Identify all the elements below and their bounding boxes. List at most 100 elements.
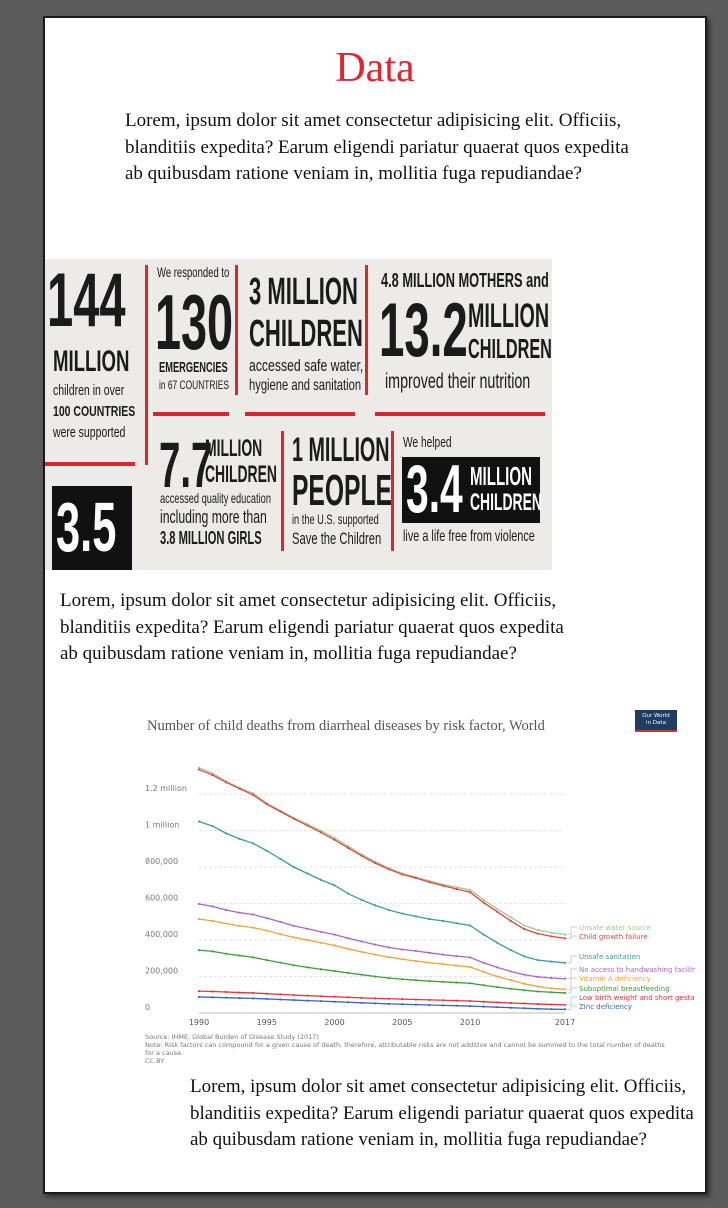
stat-7-7-label2: CHILDREN bbox=[205, 461, 277, 488]
data-point bbox=[211, 919, 214, 923]
x-tick-label: 1990 bbox=[189, 1018, 209, 1027]
data-point bbox=[455, 1004, 458, 1007]
data-point bbox=[292, 866, 295, 869]
data-point bbox=[482, 898, 485, 902]
data-point bbox=[319, 829, 323, 832]
series-line bbox=[198, 949, 566, 994]
data-point bbox=[374, 953, 377, 956]
data-point bbox=[238, 787, 241, 790]
data-point bbox=[279, 998, 282, 1001]
legend-connector bbox=[567, 977, 577, 990]
data-point bbox=[292, 817, 295, 820]
data-point bbox=[347, 846, 350, 850]
stat-1m-text2: Save the Children bbox=[292, 529, 382, 548]
data-point bbox=[238, 924, 241, 927]
x-tick-label: 2010 bbox=[460, 1018, 480, 1027]
data-point bbox=[401, 958, 404, 961]
data-point bbox=[563, 961, 567, 964]
data-point bbox=[482, 961, 485, 964]
data-point bbox=[360, 950, 363, 954]
data-point bbox=[482, 901, 485, 904]
stat-7-7-line1: accessed quality education bbox=[160, 490, 271, 506]
data-point bbox=[523, 1002, 526, 1005]
red-vertical-divider bbox=[235, 265, 238, 395]
data-point bbox=[496, 941, 499, 944]
data-point bbox=[523, 982, 526, 985]
stat-144-line1: children in over bbox=[53, 382, 125, 399]
data-point bbox=[428, 1003, 431, 1007]
data-point bbox=[482, 970, 485, 974]
data-point bbox=[360, 854, 363, 857]
data-point bbox=[225, 952, 228, 955]
stat-144-label: MILLION bbox=[53, 345, 130, 378]
data-point bbox=[482, 984, 485, 987]
data-point bbox=[211, 772, 214, 775]
data-point bbox=[441, 980, 445, 983]
data-point bbox=[265, 959, 268, 962]
series-line bbox=[198, 996, 566, 1011]
stat-1m-line1: 1 MILLION bbox=[292, 431, 390, 469]
data-point bbox=[333, 944, 336, 947]
x-tick-label: 1995 bbox=[257, 1018, 277, 1027]
data-point bbox=[496, 966, 499, 969]
stat-7-7-label1: MILLION bbox=[205, 435, 263, 462]
data-point bbox=[238, 996, 241, 1000]
chart-source-text: Source: IHME, Global Burden of Disease S… bbox=[145, 1033, 319, 1041]
data-point bbox=[401, 873, 404, 876]
stat-13-2-label1: MILLION bbox=[468, 297, 550, 335]
x-tick-label: 2005 bbox=[392, 1018, 412, 1027]
data-point bbox=[197, 995, 201, 999]
data-point bbox=[265, 803, 268, 806]
data-point bbox=[550, 935, 553, 938]
data-point bbox=[319, 1000, 323, 1003]
data-point bbox=[550, 976, 553, 980]
data-point bbox=[292, 964, 295, 967]
data-point bbox=[482, 933, 485, 936]
chart-svg: Number of child deaths from diarrheal di… bbox=[145, 718, 695, 1027]
legend-label: No access to handwashing facility bbox=[579, 966, 695, 974]
red-vertical-divider bbox=[281, 431, 284, 551]
data-point bbox=[387, 997, 390, 1000]
data-point bbox=[509, 1001, 512, 1005]
stat-130-sub: in 67 COUNTRIES bbox=[159, 378, 230, 392]
data-point bbox=[279, 810, 282, 813]
legend-label: Suboptimal breastfeeding bbox=[579, 985, 670, 993]
data-point bbox=[563, 937, 567, 940]
stat-13-2-number: 13.2 bbox=[379, 288, 468, 373]
data-point bbox=[536, 990, 539, 993]
stat-130-top: We responded to bbox=[157, 264, 230, 280]
data-point bbox=[197, 948, 201, 952]
data-point bbox=[238, 954, 241, 957]
data-point bbox=[482, 1000, 485, 1003]
data-point bbox=[469, 1004, 472, 1008]
data-point bbox=[401, 1003, 404, 1006]
paragraph-1: Lorem, ipsum dolor sit amet consectetur … bbox=[125, 110, 629, 184]
data-point bbox=[563, 933, 567, 936]
data-point bbox=[428, 951, 431, 954]
red-divider bbox=[245, 412, 355, 416]
data-point bbox=[211, 990, 214, 993]
data-point bbox=[374, 1002, 377, 1005]
data-point bbox=[347, 937, 350, 940]
page-title: Data bbox=[335, 45, 415, 91]
data-point bbox=[238, 991, 241, 994]
data-point bbox=[455, 886, 458, 889]
stat-13-2-top: 4.8 MILLION MOTHERS and bbox=[381, 270, 549, 292]
data-point bbox=[414, 1003, 417, 1006]
data-point bbox=[333, 933, 336, 936]
data-point bbox=[509, 970, 512, 973]
data-point bbox=[469, 888, 472, 892]
data-point bbox=[469, 982, 472, 985]
red-vertical-divider bbox=[391, 431, 394, 551]
data-point bbox=[374, 862, 377, 865]
data-point bbox=[225, 922, 228, 925]
data-point bbox=[347, 845, 350, 848]
data-point bbox=[225, 990, 228, 994]
data-point bbox=[441, 919, 445, 923]
data-point bbox=[469, 891, 472, 894]
data-point bbox=[496, 907, 499, 911]
data-point bbox=[252, 991, 255, 995]
legend-connector bbox=[567, 1005, 577, 1010]
legend-label: Zinc deficiency bbox=[579, 1003, 632, 1011]
data-point bbox=[469, 965, 472, 969]
